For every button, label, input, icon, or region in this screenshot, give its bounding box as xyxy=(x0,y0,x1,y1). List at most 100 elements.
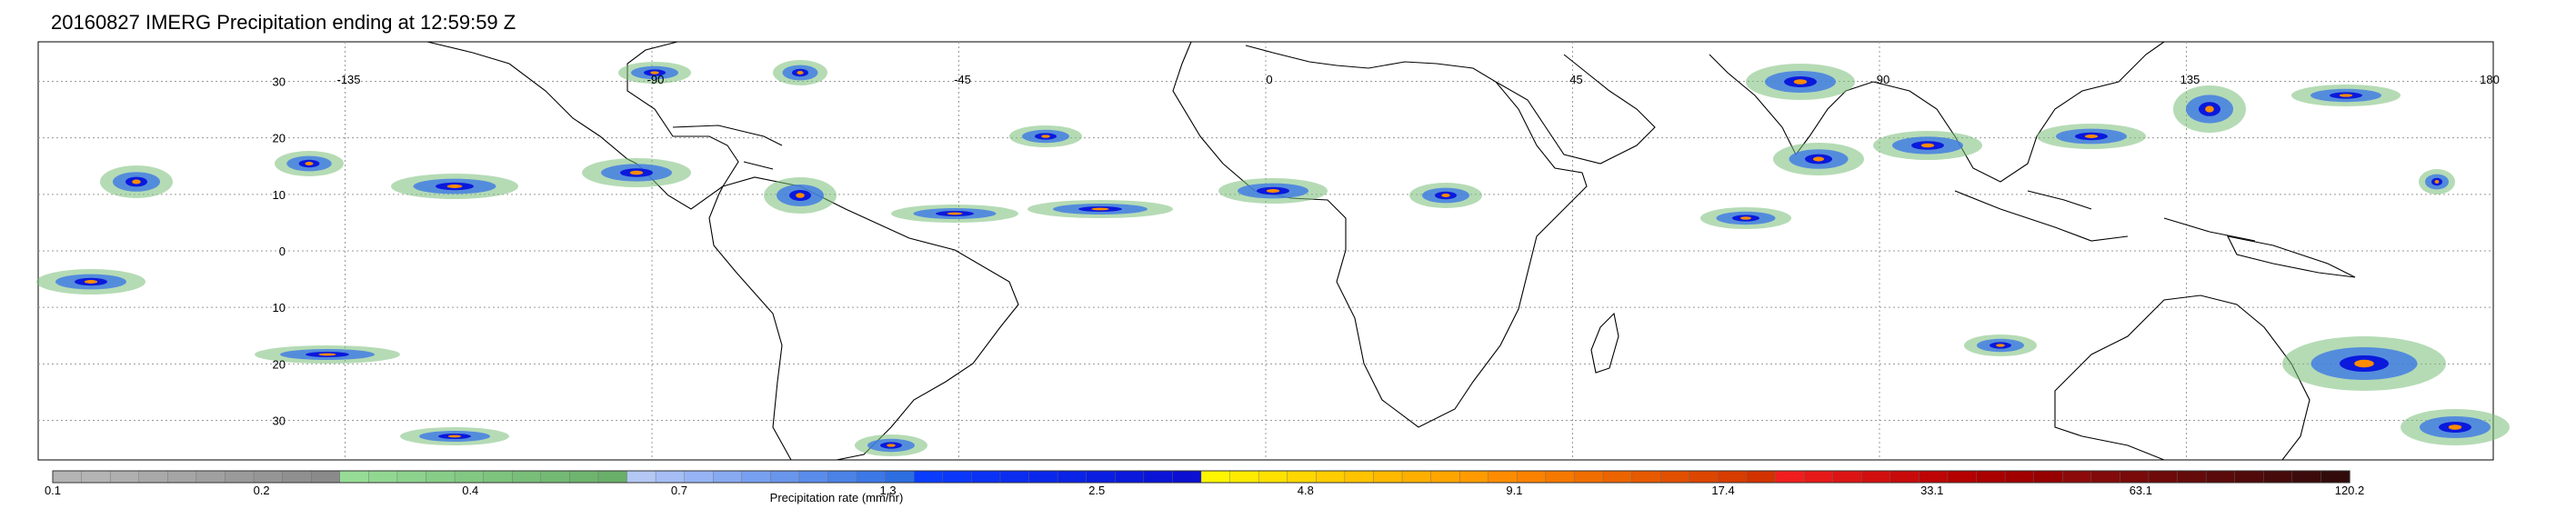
colorbar-segment xyxy=(597,470,628,484)
colorbar-segment xyxy=(2090,470,2121,484)
colorbar-segment xyxy=(770,470,800,484)
precip-cell-intense xyxy=(2434,180,2440,184)
coastline-caribbean xyxy=(672,125,783,170)
colorbar-tick-label: 0.1 xyxy=(45,484,61,497)
latitude-tick-label: 30 xyxy=(273,75,286,89)
colorbar-segment xyxy=(1803,470,1834,484)
precipitation-overlay xyxy=(36,60,2510,456)
precip-cell-intense xyxy=(650,71,659,75)
colorbar-segment xyxy=(109,470,140,484)
colorbar-segment xyxy=(1401,470,1432,484)
colorbar-segment xyxy=(1746,470,1777,484)
colorbar-frame xyxy=(52,470,2350,484)
colorbar-segment xyxy=(138,470,169,484)
colorbar-segment xyxy=(1028,470,1058,484)
colorbar-segment xyxy=(483,470,513,484)
colorbar-segment xyxy=(626,470,657,484)
colorbar-segment xyxy=(856,470,887,484)
latitude-tick-label: 10 xyxy=(273,188,286,202)
colorbar-segment xyxy=(1574,470,1604,484)
longitude-tick-label: -90 xyxy=(647,73,665,86)
colorbar-segment xyxy=(569,470,599,484)
colorbar-segment xyxy=(1229,470,1259,484)
precip-cell-intense xyxy=(1813,156,1824,162)
colorbar-segment xyxy=(1200,470,1231,484)
colorbar-segment xyxy=(1889,470,1920,484)
colorbar-segment xyxy=(2033,470,2063,484)
colorbar xyxy=(52,470,2350,484)
colorbar-tick-label: 17.4 xyxy=(1711,484,1734,497)
colorbar-segment xyxy=(512,470,542,484)
colorbar-segment xyxy=(396,470,427,484)
colorbar-tick-label: 1.3 xyxy=(880,484,897,497)
colorbar-segment xyxy=(2291,470,2322,484)
longitude-tick-label: 135 xyxy=(2180,73,2200,86)
colorbar-segment xyxy=(2177,470,2207,484)
colorbar-segment xyxy=(2263,470,2293,484)
colorbar-segment xyxy=(971,470,1001,484)
colorbar-segment xyxy=(2205,470,2236,484)
colorbar-segment xyxy=(1316,470,1346,484)
colorbar-segment xyxy=(81,470,111,484)
colorbar-segment xyxy=(1430,470,1460,484)
precip-cell-intense xyxy=(796,193,805,198)
colorbar-segment xyxy=(914,470,944,484)
colorbar-segment xyxy=(1143,470,1174,484)
precip-cell-intense xyxy=(2205,105,2214,113)
colorbar-tick-label: 0.4 xyxy=(462,484,478,497)
colorbar-segment xyxy=(310,470,341,484)
colorbar-segment xyxy=(1689,470,1719,484)
precip-cell-intense xyxy=(887,444,896,447)
colorbar-segment xyxy=(798,470,829,484)
colorbar-segment xyxy=(1287,470,1317,484)
coastline-south-america xyxy=(708,176,1019,461)
colorbar-segment xyxy=(1718,470,1748,484)
colorbar-tick-label: 9.1 xyxy=(1506,484,1522,497)
colorbar-segment xyxy=(1659,470,1690,484)
colorbar-segment xyxy=(339,470,370,484)
colorbar-tick-label: 0.7 xyxy=(671,484,687,497)
colorbar-segment xyxy=(942,470,973,484)
colorbar-segment xyxy=(1086,470,1116,484)
precip-cell-intense xyxy=(2354,359,2374,368)
colorbar-segment xyxy=(655,470,686,484)
colorbar-segment xyxy=(1775,470,1805,484)
precip-cell-intense xyxy=(1996,344,2005,347)
precip-cell-intense xyxy=(1041,135,1050,138)
longitude-tick-label: -135 xyxy=(336,73,360,86)
precip-cell-intense xyxy=(1441,194,1450,197)
colorbar-tick-label: 0.2 xyxy=(254,484,270,497)
precip-cell-intense xyxy=(1740,216,1751,220)
precip-cell-intense xyxy=(2448,424,2462,430)
precip-cell-intense xyxy=(797,71,804,75)
coastline-madagascar xyxy=(1590,312,1619,374)
colorbar-segment xyxy=(1373,470,1403,484)
colorbar-segment xyxy=(885,470,915,484)
precip-cell-intense xyxy=(1266,189,1280,193)
colorbar-segment xyxy=(684,470,714,484)
colorbar-tick-label: 33.1 xyxy=(1920,484,1943,497)
precip-cell-intense xyxy=(84,280,98,284)
precip-cell-intense xyxy=(447,434,462,438)
colorbar-segment xyxy=(1115,470,1145,484)
latitude-tick-label: 10 xyxy=(273,301,286,314)
colorbar-tick-label: 120.2 xyxy=(2335,484,2365,497)
colorbar-segment xyxy=(1488,470,1519,484)
colorbar-tick-label: 63.1 xyxy=(2130,484,2152,497)
longitude-labels: -135 -90 -45 0 45 90 135 180 xyxy=(336,73,2499,86)
colorbar-segment xyxy=(1344,470,1375,484)
colorbar-segment xyxy=(1057,470,1088,484)
coastline-indonesia xyxy=(1954,190,2256,242)
precip-cell-intense xyxy=(1920,143,1935,148)
colorbar-segment xyxy=(2234,470,2264,484)
precip-cell-intense xyxy=(1091,207,1109,211)
colorbar-segment xyxy=(1517,470,1547,484)
colorbar-segment xyxy=(282,470,312,484)
colorbar-segment xyxy=(1832,470,1862,484)
latitude-tick-label: 20 xyxy=(273,132,286,145)
colorbar-segment xyxy=(454,470,485,484)
precip-cell-intense xyxy=(305,162,314,165)
colorbar-segment xyxy=(225,470,255,484)
